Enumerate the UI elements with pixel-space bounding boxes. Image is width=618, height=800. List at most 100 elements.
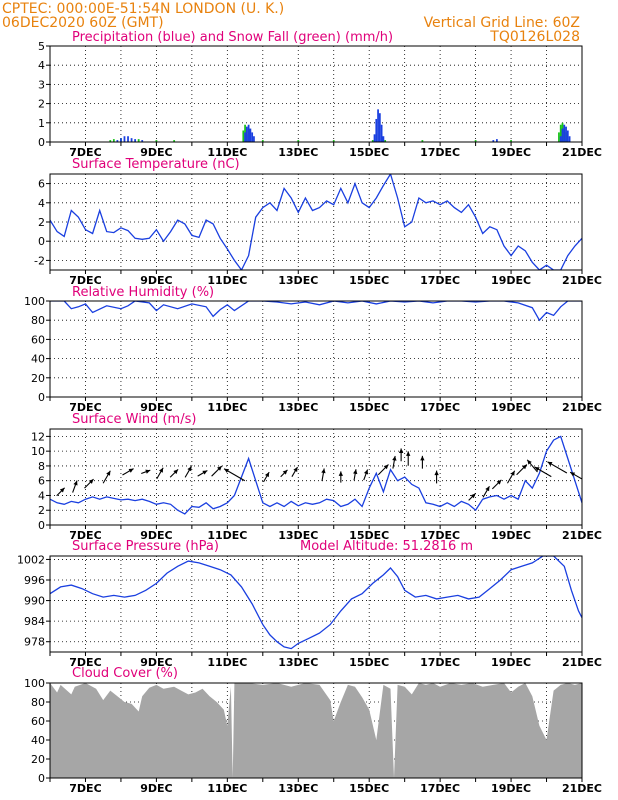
- pressure-title: Surface Pressure (hPa): [72, 539, 219, 554]
- wind-xtick-label: 15DEC: [349, 529, 389, 542]
- wind-ytick-label: 0: [38, 519, 45, 532]
- rh-panel: 0 20 40 60 80 100 7DEC 9DEC 11DEC 13DEC 15DEC 17DEC…: [24, 295, 602, 414]
- precip-bar: [373, 134, 376, 142]
- snow-bar: [384, 140, 387, 142]
- precip-xtick-label: 9DEC: [140, 146, 172, 159]
- wind-arrowhead: [128, 468, 134, 473]
- snow-bar: [332, 140, 335, 142]
- rh-ytick-label: 20: [31, 372, 45, 385]
- precip-xtick-label: 15DEC: [349, 146, 389, 159]
- pressure-xtick-label: 7DEC: [69, 656, 101, 669]
- station-header: CPTEC: 000:00E-51:54N LONDON (U. K.): [2, 1, 284, 17]
- snow-bar: [137, 139, 140, 142]
- wind-ytick-label: 2: [38, 504, 45, 517]
- wind-arrowhead: [265, 472, 270, 478]
- pressure-xtick-label: 9DEC: [140, 656, 172, 669]
- rh-xtick-label: 17DEC: [420, 401, 460, 414]
- precip-bar: [123, 136, 126, 142]
- precip-ytick-label: 2: [38, 98, 45, 111]
- cloud-area: [50, 683, 582, 778]
- pressure-line: [50, 556, 582, 650]
- wind-panel: 0 2 46 8 10 12 7DEC 9DEC 11DEC 13DEC 15DEC 17DEC 19D…: [31, 428, 602, 542]
- wind-arrowhead: [485, 486, 490, 492]
- cloud-xtick-label: 15DEC: [349, 782, 389, 795]
- snow-bar: [261, 140, 264, 142]
- cloud-plot: [50, 683, 582, 778]
- precip-ytick-label: 0: [38, 136, 45, 149]
- precip-bar: [375, 118, 378, 142]
- rh-xtick-label: 19DEC: [491, 401, 531, 414]
- wind-xtick-label: 21DEC: [562, 529, 602, 542]
- rh-ytick-label: 100: [24, 295, 45, 308]
- grid-note: Vertical Grid Line: 60Z: [424, 15, 580, 31]
- snow-bar: [155, 140, 158, 142]
- wind-xtick-label: 11DEC: [207, 529, 247, 542]
- cloud-panel: 0 20 40 60 80 100 7DEC 9DEC 11DEC 13DEC 15DEC 17DEC…: [24, 677, 602, 795]
- precip-bar: [561, 128, 564, 142]
- precip-plot: [109, 109, 571, 142]
- cloud-xtick-label: 9DEC: [140, 782, 172, 795]
- precip-title: Precipitation (blue) and Snow Fall (gree…: [72, 30, 393, 45]
- snow-bar: [242, 130, 245, 142]
- wind-arrowhead: [547, 461, 553, 466]
- wind-ytick-label: 4: [38, 489, 45, 502]
- pressure-frame: [49, 555, 583, 653]
- cloud-ytick-label: 0: [38, 772, 45, 785]
- pressure-xtick-label: 11DEC: [207, 656, 247, 669]
- pressure-xtick-label: 13DEC: [278, 656, 318, 669]
- cloud-xtick-label: 21DEC: [562, 782, 602, 795]
- precip-xtick-label: 7DEC: [69, 146, 101, 159]
- temp-xtick-label: 17DEC: [420, 274, 460, 287]
- wind-arrowhead: [173, 469, 179, 475]
- wind-arrowhead: [363, 469, 369, 475]
- precip-bar: [565, 126, 567, 142]
- rh-title: Relative Humidity (%): [72, 285, 214, 300]
- rh-ytick-label: 0: [38, 391, 45, 404]
- precip-bar: [127, 136, 129, 142]
- precip-bar: [559, 136, 562, 142]
- precip-ytick-label: 1: [38, 117, 45, 130]
- cloud-ytick-label: 20: [31, 753, 45, 766]
- precip-bar: [378, 113, 381, 142]
- pressure-ytick-label: 990: [24, 595, 45, 608]
- wind-xtick-label: 13DEC: [278, 529, 318, 542]
- wind-arrowhead: [496, 479, 502, 485]
- cloud-xtick-label: 17DEC: [420, 782, 460, 795]
- precip-frame: [49, 45, 583, 143]
- model-code: TQ0126L028: [489, 29, 580, 45]
- wind-arrowhead: [73, 480, 78, 486]
- pressure-xtick-label: 17DEC: [420, 656, 460, 669]
- wind-xtick-label: 19DEC: [491, 529, 531, 542]
- wind-arrowhead: [534, 467, 540, 472]
- wind-arrowhead: [570, 472, 576, 477]
- wind-frame: [49, 428, 583, 526]
- wind-arrowhead: [145, 469, 151, 474]
- rh-ytick-label: 40: [31, 353, 45, 366]
- snow-bar: [173, 140, 176, 142]
- precip-bar: [245, 126, 248, 142]
- rh-ytick-label: 80: [31, 314, 45, 327]
- wind-arrowhead: [202, 470, 208, 475]
- wind-xtick-label: 7DEC: [69, 529, 101, 542]
- pressure-xtick-label: 15DEC: [349, 656, 389, 669]
- precip-xtick-label: 17DEC: [420, 146, 460, 159]
- wind-xtick-label: 17DEC: [420, 529, 460, 542]
- cloud-ytick-label: 40: [31, 734, 45, 747]
- precip-bar: [563, 124, 566, 142]
- wind-arrowhead: [527, 459, 532, 465]
- wind-arrowhead: [282, 469, 288, 475]
- temp-xtick-label: 7DEC: [69, 274, 101, 287]
- temp-ytick-label: 6: [38, 178, 45, 191]
- snow-bar: [510, 140, 512, 142]
- wind-arrowhead: [470, 493, 476, 499]
- temp-xtick-label: 9DEC: [140, 274, 172, 287]
- wind-xtick-label: 9DEC: [140, 529, 172, 542]
- pressure-ytick-label: 984: [24, 615, 45, 628]
- wind-arrowhead: [321, 468, 326, 474]
- precip-bar: [568, 136, 571, 142]
- wind-arrowhead: [338, 471, 344, 476]
- wind-title: Surface Wind (m/s): [72, 412, 196, 427]
- wind-arrowhead: [353, 469, 358, 475]
- wind-arrowhead: [159, 467, 164, 473]
